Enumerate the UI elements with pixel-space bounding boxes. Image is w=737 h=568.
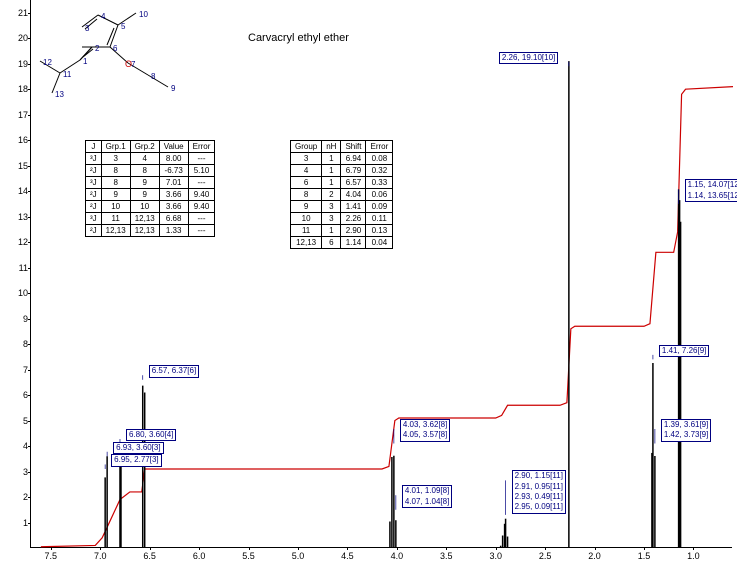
atom-number: 11 [63, 70, 71, 79]
y-tick-label: 9 [6, 314, 28, 324]
x-tick-label: 2.0 [588, 551, 601, 561]
table-header: Group [291, 141, 322, 153]
table-header: Grp.2 [130, 141, 159, 153]
peak-label: 6.57, 6.37[6] [149, 365, 199, 377]
compound-title: Carvacryl ethyl ether [248, 32, 349, 44]
table-row: ³J348.00--- [86, 153, 215, 165]
x-tick-label: 4.5 [341, 551, 354, 561]
y-tick-label: 2 [6, 492, 28, 502]
peak-label: 4.03, 3.62[8]4.05, 3.57[8] [400, 419, 450, 442]
shift-table: GroupnHShiftError316.940.08416.790.32616… [290, 140, 393, 249]
peak-label: 6.80, 3.60[4] [126, 429, 176, 441]
table-row: ³J1112,136.68--- [86, 213, 215, 225]
x-tick-label: 2.5 [539, 551, 552, 561]
peak-label: 1.41, 7.26[9] [659, 345, 709, 357]
x-tick-label: 3.0 [489, 551, 502, 561]
table-header: J [86, 141, 102, 153]
y-tick-label: 6 [6, 390, 28, 400]
table-row: 824.040.06 [291, 189, 393, 201]
table-row: ²J88-6.735.10 [86, 165, 215, 177]
atom-number: 3 [85, 24, 89, 33]
y-tick-label: 16 [6, 135, 28, 145]
table-header: Error [366, 141, 393, 153]
y-tick-label: 14 [6, 186, 28, 196]
x-tick-label: 7.0 [94, 551, 107, 561]
y-tick-label: 7 [6, 365, 28, 375]
table-row: 1112.900.13 [291, 225, 393, 237]
atom-number: 10 [139, 10, 148, 19]
table-row: 316.940.08 [291, 153, 393, 165]
y-tick-label: 15 [6, 161, 28, 171]
y-tick-label: 13 [6, 212, 28, 222]
peak-label: 6.93, 3.60[3] [113, 442, 163, 454]
table-header: Grp.1 [101, 141, 130, 153]
table-header: Error [188, 141, 215, 153]
atom-number: 9 [171, 84, 175, 93]
x-tick-label: 4.0 [391, 551, 404, 561]
table-header: nH [322, 141, 341, 153]
peak-label: 1.15, 14.07[12,13]1.14, 13.65[12,13] [685, 179, 737, 202]
y-tick-label: 5 [6, 416, 28, 426]
table-row: 616.570.33 [291, 177, 393, 189]
atom-number: 1 [83, 57, 87, 66]
atom-number: 2 [95, 44, 99, 53]
table-row: ²J993.669.40 [86, 189, 215, 201]
y-tick-label: 3 [6, 467, 28, 477]
x-tick-label: 3.5 [440, 551, 453, 561]
table-row: ³J897.01--- [86, 177, 215, 189]
y-tick-label: 11 [6, 263, 28, 273]
peak-label: 4.01, 1.09[8]4.07, 1.04[8] [402, 485, 452, 508]
x-tick-label: 1.0 [687, 551, 700, 561]
y-tick-label: 12 [6, 237, 28, 247]
table-row: 12,1361.140.04 [291, 237, 393, 249]
atom-number: 5 [121, 22, 125, 31]
y-tick-label: 4 [6, 441, 28, 451]
atom-number: 4 [101, 12, 105, 21]
atom-number: 8 [151, 72, 155, 81]
x-tick-label: 7.5 [45, 551, 58, 561]
table-header: Shift [341, 141, 366, 153]
y-tick-label: 1 [6, 518, 28, 528]
coupling-table: JGrp.1Grp.2ValueError³J348.00---²J88-6.7… [85, 140, 215, 237]
y-tick-label: 10 [6, 288, 28, 298]
atom-number: 6 [113, 44, 117, 53]
atom-number: 12 [43, 58, 52, 67]
peak-label: 6.95, 2.77[3] [111, 454, 161, 466]
table-row: 931.410.09 [291, 201, 393, 213]
x-tick-label: 6.0 [193, 551, 206, 561]
table-row: ²J12,1312,131.33--- [86, 225, 215, 237]
x-tick-label: 6.5 [143, 551, 156, 561]
peak-label: 2.26, 19.10[10] [499, 52, 558, 64]
atom-number: 13 [55, 90, 64, 99]
table-header: Value [159, 141, 188, 153]
x-tick-label: 5.5 [242, 551, 255, 561]
table-row: 416.790.32 [291, 165, 393, 177]
peak-label: 1.39, 3.61[9]1.42, 3.73[9] [661, 419, 711, 442]
atom-number: 7 [131, 60, 135, 69]
table-row: 1032.260.11 [291, 213, 393, 225]
x-tick-label: 1.5 [638, 551, 651, 561]
peak-label: 2.90, 1.15[11]2.91, 0.95[11]2.93, 0.49[1… [512, 470, 566, 514]
table-row: ²J10103.669.40 [86, 201, 215, 213]
y-tick-label: 8 [6, 339, 28, 349]
x-tick-label: 5.0 [292, 551, 305, 561]
